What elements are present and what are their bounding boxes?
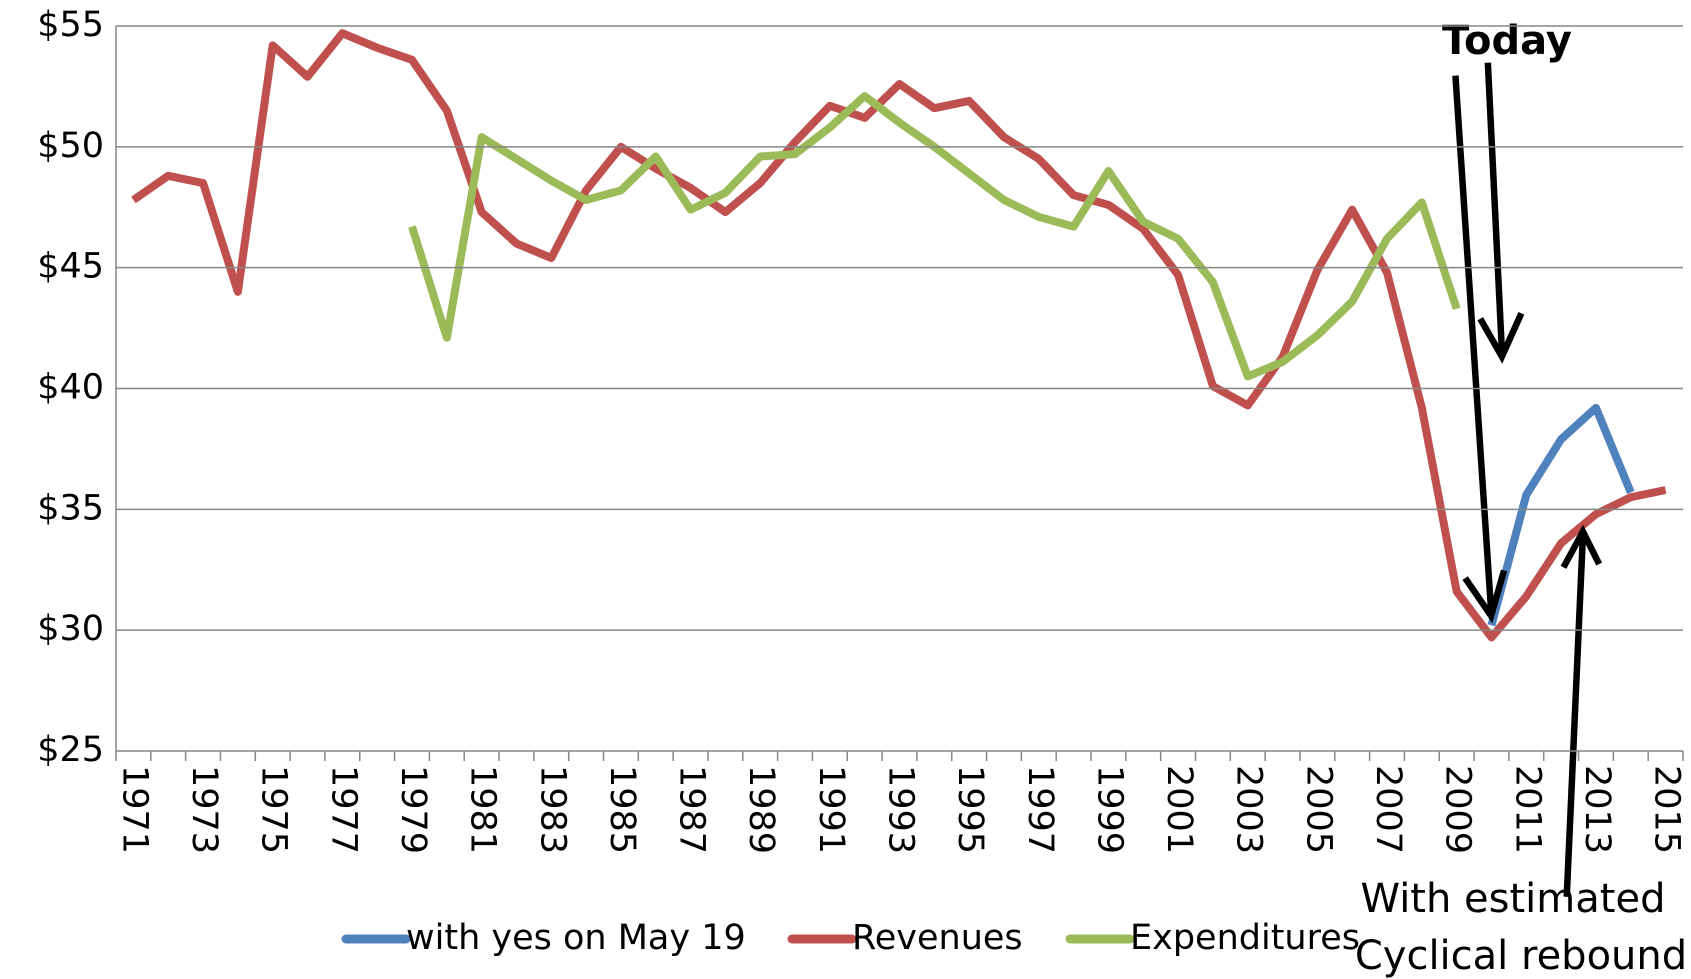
x-tick-label: 2003	[1229, 765, 1269, 854]
arrowhead	[1560, 524, 1603, 569]
x-tick-label: 2001	[1159, 765, 1199, 854]
x-tick-label: 1999	[1089, 765, 1129, 854]
series-line	[131, 29, 1667, 642]
x-tick-label: 1985	[602, 765, 642, 854]
x-tick-label: 2011	[1507, 765, 1547, 854]
x-tick-label: 2007	[1368, 765, 1408, 854]
x-tick-label: 1983	[532, 765, 572, 854]
x-tick-label: 2013	[1577, 765, 1617, 854]
x-tick-label: 1971	[114, 765, 154, 854]
x-tick-label: 1995	[950, 765, 990, 854]
y-tick-label: $55	[37, 5, 104, 45]
arrowhead	[1477, 312, 1525, 364]
arrow	[1484, 62, 1506, 352]
x-tick-label: 1993	[881, 765, 921, 854]
x-tick-label: 1981	[463, 765, 503, 854]
annotation-arrows	[1452, 62, 1603, 897]
annotation: Today	[1442, 18, 1572, 64]
legend-label: Expenditures	[1130, 918, 1360, 958]
x-tick-label: 2005	[1298, 765, 1338, 854]
series-line	[408, 92, 1461, 381]
y-tick-label: $50	[37, 126, 104, 166]
annotation: With estimated	[1361, 876, 1666, 922]
y-tick-label: $45	[37, 247, 104, 287]
x-tick-label: 1989	[741, 765, 781, 854]
x-tick-label: 1975	[254, 765, 294, 854]
x-tick-label: 1991	[811, 765, 851, 854]
y-tick-label: $30	[37, 609, 104, 649]
x-tick-label: 1987	[672, 765, 712, 854]
arrowhead	[1462, 569, 1508, 624]
x-tick-label: 1973	[184, 765, 224, 854]
arrow	[1563, 534, 1587, 897]
y-tick-label: $40	[37, 368, 104, 408]
x-tick-label: 2015	[1647, 765, 1687, 854]
x-tick-label: 1979	[393, 765, 433, 854]
y-tick-label: $25	[37, 730, 104, 770]
x-tick-label: 1997	[1020, 765, 1060, 854]
x-tick-label: 2009	[1438, 765, 1478, 854]
legend-label: Revenues	[852, 918, 1023, 958]
x-tick-label: 1977	[323, 765, 363, 854]
series-line	[1487, 403, 1635, 627]
legend-label: with yes on May 19	[406, 918, 746, 958]
y-tick-label: $35	[37, 488, 104, 528]
annotation: Cyclical rebound	[1355, 933, 1687, 979]
arrow	[1452, 75, 1495, 611]
